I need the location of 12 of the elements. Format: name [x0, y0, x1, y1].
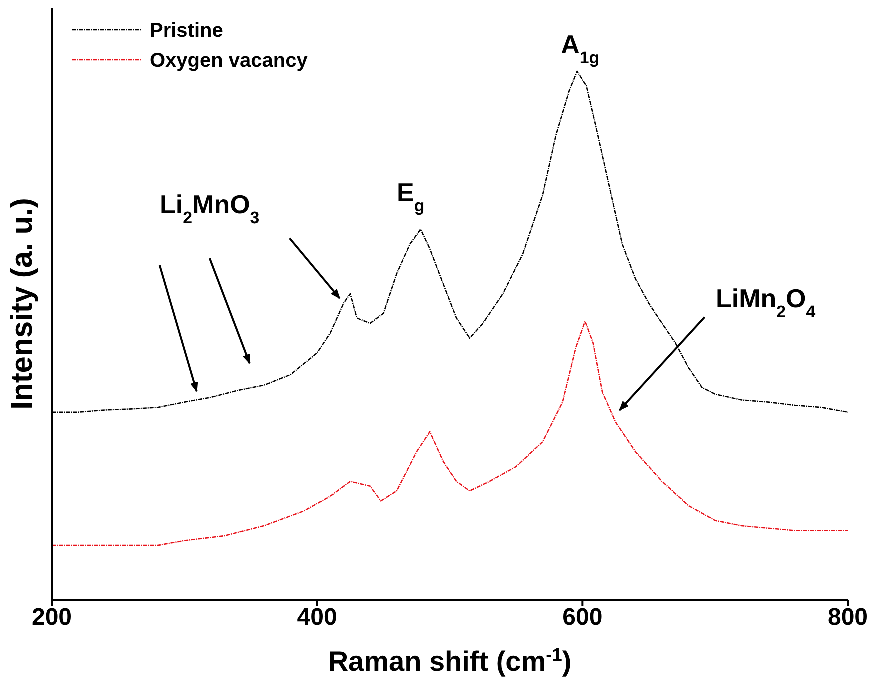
legend-label: Oxygen vacancy [150, 50, 309, 72]
legend-label: Pristine [150, 20, 224, 42]
annotation: E$_{g}$ [396, 177, 425, 215]
annotation: A$_{1g}$ [561, 29, 600, 67]
annotation: Li$_{2}$MnO$_{3}$ [160, 189, 260, 227]
x-tick-label: 800 [828, 604, 868, 632]
x-axis-title: Raman shift (cm$^{-1}$) [328, 645, 572, 677]
x-tick-label: 200 [32, 604, 72, 632]
annotation: LiMn$_{2}$O$_{4}$ [716, 283, 816, 321]
x-tick-label: 400 [297, 604, 338, 632]
x-tick-label: 600 [562, 604, 603, 632]
y-axis-title: Intensity (a. u.) [6, 198, 39, 410]
